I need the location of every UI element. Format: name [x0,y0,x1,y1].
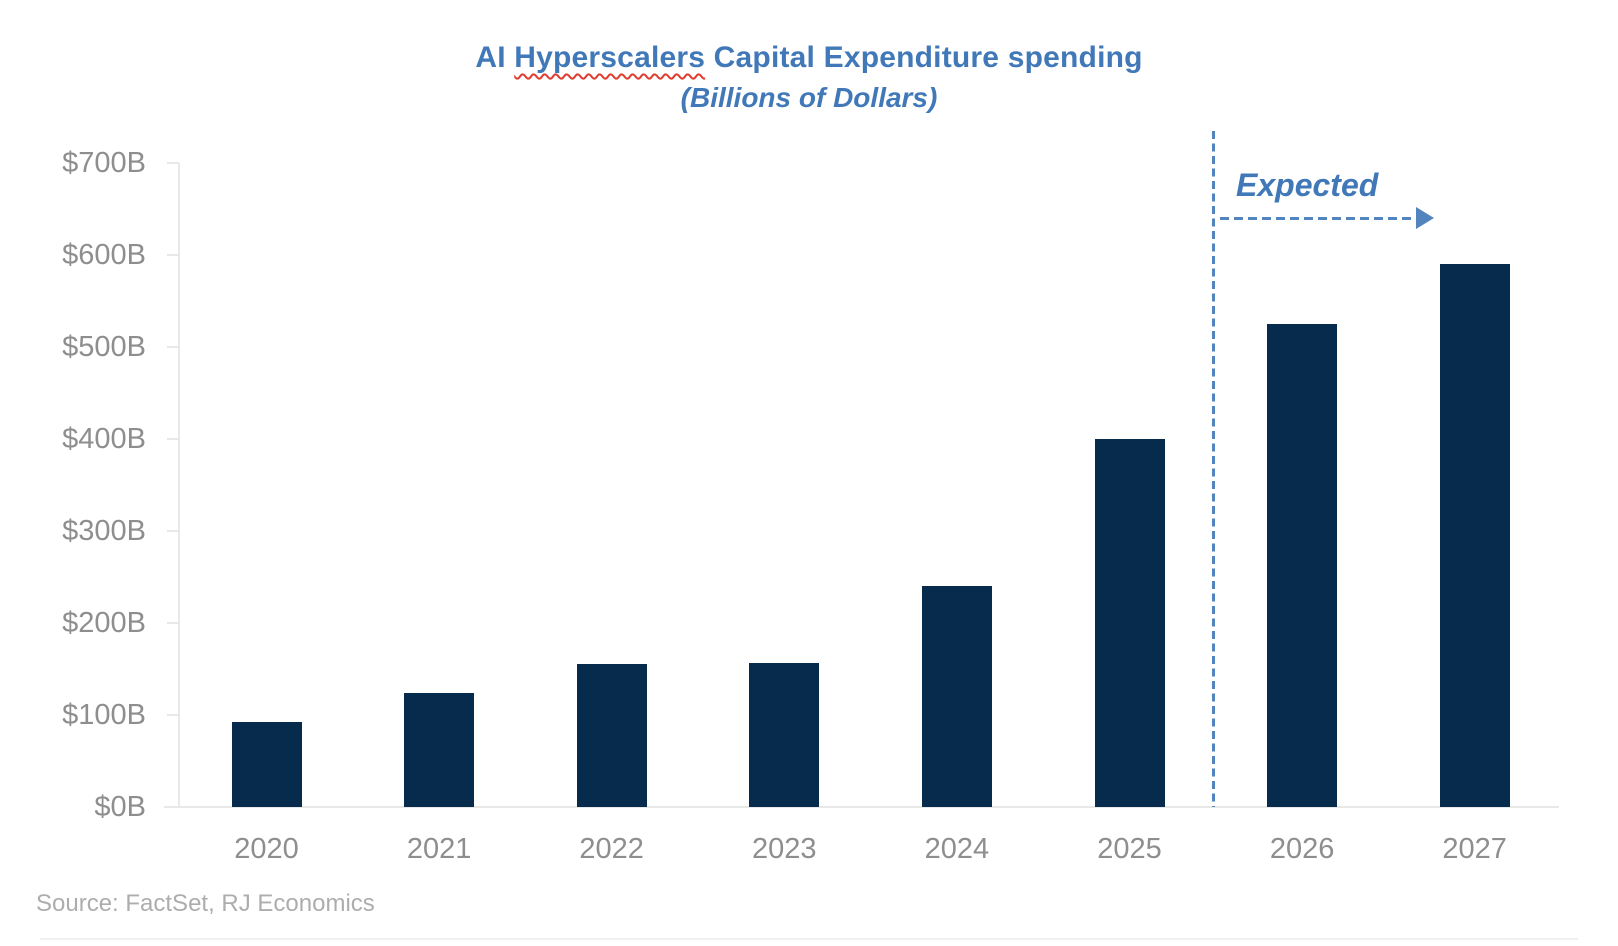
year-label-2026: 2026 [1269,833,1335,865]
y-axis-label-500: $500B [62,331,146,363]
y-axis-label-200: $200B [62,607,146,639]
title-block: AI Hyperscalers Capital Expenditure spen… [0,41,1618,113]
y-axis-tick-700 [167,162,179,164]
y-axis-tick-100 [167,714,179,716]
bottom-border-line [40,938,1578,940]
bar-2023 [749,663,820,807]
y-axis-label-100: $100B [62,699,146,731]
chart-title-suffix: Capital Expenditure spending [705,41,1143,74]
expected-divider-dashed-line [1212,131,1215,807]
y-axis-tick-600 [167,254,179,256]
y-axis-label-300: $300B [62,515,146,547]
chart-title: AI Hyperscalers Capital Expenditure spen… [0,41,1618,75]
chart-title-misspelled-word: Hyperscalers [514,41,706,74]
y-axis-label-0: $0B [94,791,146,823]
expected-arrow-head-icon [1416,207,1434,229]
bar-2022 [576,664,647,807]
year-label-2025: 2025 [1097,833,1162,865]
bar-2020 [231,722,302,807]
y-axis-tick-300 [167,530,179,532]
bar-2021 [404,692,475,807]
y-axis-label-700: $700B [62,147,146,179]
bar-2025 [1094,439,1165,807]
bar-2026 [1267,324,1338,807]
y-axis-tick-400 [167,438,179,440]
y-axis-tick-200 [167,622,179,624]
x-axis-line [164,806,1559,808]
year-label-2024: 2024 [924,833,990,865]
year-label-2020: 2020 [234,833,299,865]
y-axis-tick-500 [167,346,179,348]
y-axis-label-400: $400B [62,423,146,455]
y-axis-tick-0 [167,806,179,808]
chart-subtitle: (Billions of Dollars) [680,82,938,113]
bar-2024 [921,586,992,807]
year-label-2027: 2027 [1442,833,1507,865]
year-label-2021: 2021 [406,833,472,865]
y-axis-label-600: $600B [62,239,146,271]
source-note: Source: FactSet, RJ Economics [36,890,375,917]
chart-title-prefix: AI [475,41,515,74]
bar-2027 [1439,264,1510,807]
y-axis-line [178,163,180,808]
year-label-2023: 2023 [752,833,817,865]
expected-label: Expected [1236,167,1379,203]
year-label-2022: 2022 [579,833,644,865]
expected-arrow-shaft [1220,217,1418,220]
